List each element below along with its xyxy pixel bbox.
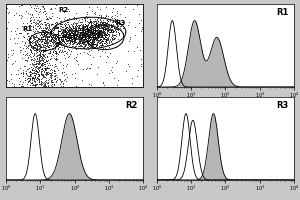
Text: R2: R2 — [58, 7, 68, 13]
Text: R1: R1 — [276, 8, 289, 17]
Text: R1: R1 — [22, 26, 33, 32]
Text: R3: R3 — [116, 20, 126, 26]
Text: R3: R3 — [276, 101, 289, 110]
Text: R2: R2 — [125, 101, 138, 110]
